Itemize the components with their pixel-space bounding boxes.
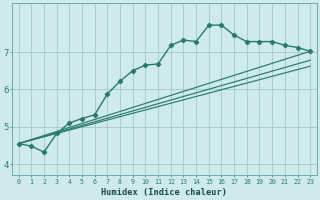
- X-axis label: Humidex (Indice chaleur): Humidex (Indice chaleur): [101, 188, 228, 197]
